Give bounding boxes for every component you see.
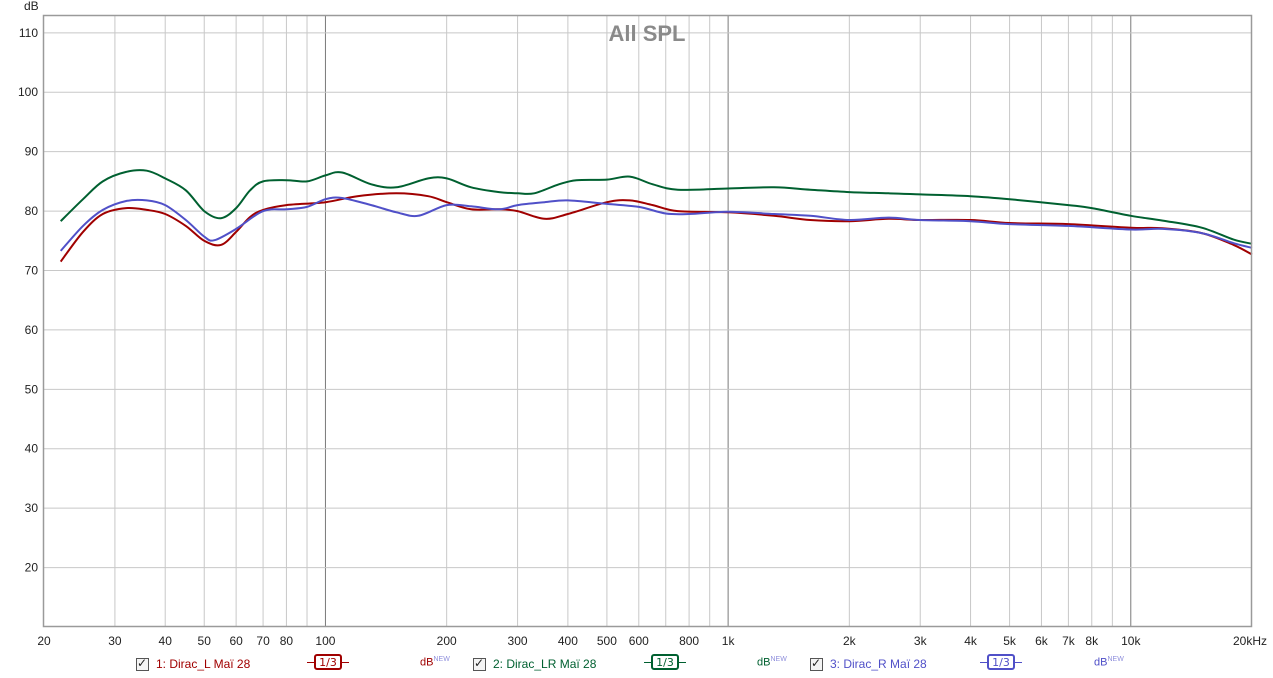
series-line-2 [59, 169, 1253, 245]
y-tick-label: 70 [25, 263, 39, 277]
y-tick-label: 40 [25, 442, 39, 456]
y-axis: 20 30 40 50 60 70 80 90 100 110 [18, 26, 38, 575]
plot-background [44, 15, 1252, 627]
legend-item-3[interactable]: 3: Dirac_R Maï 28 [810, 652, 927, 676]
y-tick-label: 50 [25, 382, 39, 396]
y-tick-label: 60 [25, 323, 39, 337]
legend-item-1[interactable]: 1: Dirac_L Maï 28 [136, 652, 250, 676]
units-label-1[interactable]: dBNEW [420, 656, 450, 669]
x-tick-label: 5k [1003, 634, 1017, 648]
smoothing-button-3[interactable]: 1/3 [980, 654, 1022, 670]
x-tick-label: 40 [159, 634, 173, 648]
legend: 1: Dirac_L Maï 28 1/3 dBNEW 2: Dirac_LR … [0, 652, 1273, 676]
x-tick-label: 20 [37, 634, 51, 648]
x-tick-label: 80 [280, 634, 294, 648]
x-tick-label: 20kHz [1233, 634, 1267, 648]
x-tick-label: 10k [1121, 634, 1141, 648]
y-tick-label: 20 [25, 561, 39, 575]
y-tick-label: 30 [25, 501, 39, 515]
y-tick-label: 110 [19, 26, 38, 40]
x-tick-label: 60 [229, 634, 243, 648]
plot-frame [42, 14, 1253, 628]
series-layer [59, 169, 1253, 263]
x-tick-label: 3k [914, 634, 928, 648]
smoothing-button-1[interactable]: 1/3 [307, 654, 349, 670]
legend-item-2[interactable]: 2: Dirac_LR Maï 28 [473, 652, 596, 676]
checkbox-icon[interactable] [810, 656, 823, 671]
x-tick-label: 800 [679, 634, 699, 648]
series-line-1 [59, 192, 1253, 263]
units-label-3[interactable]: dBNEW [1094, 656, 1124, 669]
checkbox-icon[interactable] [473, 656, 486, 671]
x-tick-label: 70 [256, 634, 270, 648]
x-tick-label: 100 [315, 634, 335, 648]
y-tick-label: 80 [25, 204, 39, 218]
x-tick-label: 7k [1062, 634, 1076, 648]
spl-chart: 20 30 40 50 60 70 80 90 100 110 20 30 40 50 60 70 80 100… [18, 0, 1267, 648]
x-tick-label: 8k [1085, 634, 1099, 648]
y-tick-label: 100 [18, 85, 38, 99]
x-axis: 20 30 40 50 60 70 80 100 200 300 400 500 600 800 1k 2k 3… [37, 634, 1267, 648]
x-tick-label: 4k [964, 634, 978, 648]
legend-label-3[interactable]: 3: Dirac_R Maï 28 [830, 657, 927, 671]
chart-title: All SPL [608, 21, 685, 46]
grid-lines [44, 15, 1252, 627]
legend-label-1[interactable]: 1: Dirac_L Maï 28 [156, 657, 251, 671]
x-tick-label: 600 [629, 634, 649, 648]
x-tick-label: 1k [722, 634, 736, 648]
series-line-3 [59, 196, 1253, 252]
x-tick-label: 200 [437, 634, 457, 648]
legend-label-2[interactable]: 2: Dirac_LR Maï 28 [493, 657, 597, 671]
x-tick-label: 500 [597, 634, 617, 648]
x-tick-label: 30 [108, 634, 122, 648]
x-tick-label: 300 [508, 634, 528, 648]
y-tick-label: 90 [25, 145, 39, 159]
x-tick-label: 50 [198, 634, 212, 648]
smoothing-button-2[interactable]: 1/3 [644, 654, 686, 670]
x-tick-label: 2k [843, 634, 857, 648]
x-tick-label: 6k [1035, 634, 1049, 648]
units-label-2[interactable]: dBNEW [757, 656, 787, 669]
y-axis-label: dB [24, 0, 39, 13]
checkbox-icon[interactable] [136, 656, 149, 671]
x-tick-label: 400 [558, 634, 578, 648]
